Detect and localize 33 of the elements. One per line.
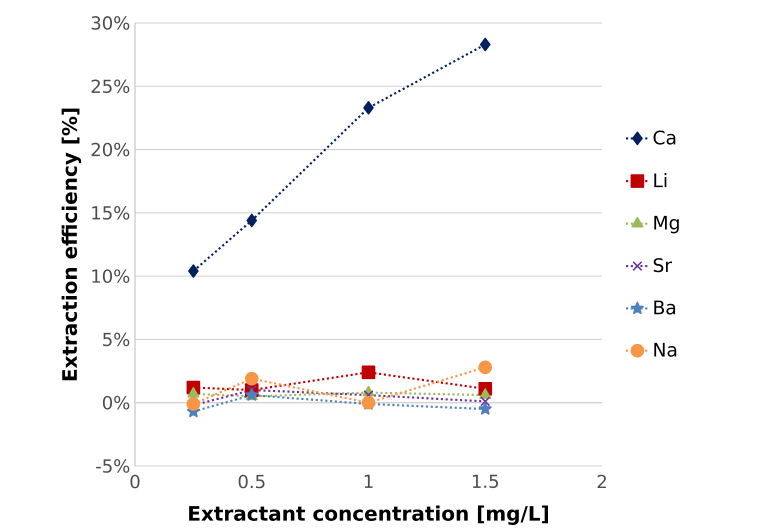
point	[187, 386, 200, 398]
y-tick-label: 20%	[92, 142, 130, 156]
legend-label: Mg	[654, 216, 679, 234]
x-axis-title: Extractant concentration [mg/L]	[189, 505, 548, 525]
point	[479, 388, 492, 399]
point	[480, 396, 490, 406]
point	[478, 360, 492, 374]
point	[362, 365, 376, 379]
y-tick-label: 25%	[92, 79, 130, 93]
point	[188, 264, 199, 278]
legend-label: Sr	[654, 258, 672, 272]
x-tick-label: 1.5	[472, 474, 498, 488]
y-tick-label: -5%	[96, 458, 130, 473]
x-tick-label: 2	[598, 474, 606, 488]
y-tick-label: 15%	[92, 206, 130, 220]
y-tick-label: 0%	[102, 396, 130, 410]
point	[478, 402, 492, 414]
point	[363, 100, 374, 114]
x-tick-label: 1	[364, 474, 373, 488]
y-tick-label: 10%	[92, 269, 130, 283]
legend-label: Ca	[654, 130, 676, 144]
y-axis-title: Extraction efficiency [%]	[62, 108, 82, 380]
point	[480, 38, 491, 52]
y-tick-label: 5%	[103, 332, 130, 346]
legend-label: Na	[654, 342, 676, 357]
y-tick-label: 30%	[92, 16, 130, 30]
legend-label: Ba	[654, 300, 676, 314]
x-tick-label: 0.5	[238, 474, 264, 488]
x-tick-label: 0	[130, 474, 140, 488]
legend-label: Li	[654, 172, 666, 187]
point	[244, 372, 259, 386]
point	[186, 396, 200, 411]
point	[246, 213, 258, 228]
